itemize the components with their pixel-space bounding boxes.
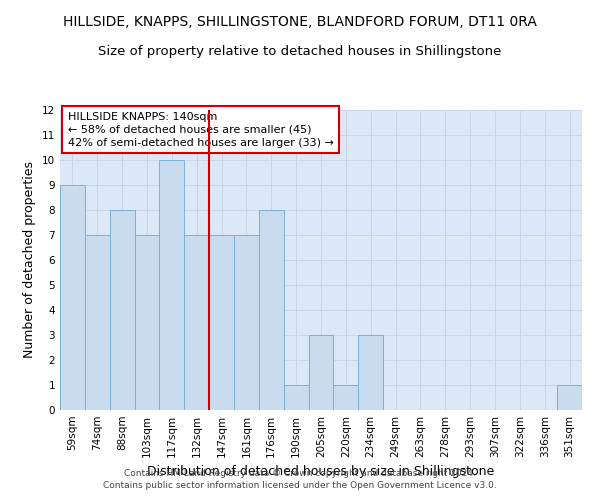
Y-axis label: Number of detached properties: Number of detached properties [23, 162, 37, 358]
Text: HILLSIDE, KNAPPS, SHILLINGSTONE, BLANDFORD FORUM, DT11 0RA: HILLSIDE, KNAPPS, SHILLINGSTONE, BLANDFO… [63, 15, 537, 29]
Bar [358, 335, 383, 410]
X-axis label: Distribution of detached houses by size in Shillingstone: Distribution of detached houses by size … [148, 466, 494, 478]
Bar [209, 235, 234, 410]
Bar [284, 385, 308, 410]
Bar [334, 385, 358, 410]
Text: Contains HM Land Registry data © Crown copyright and database right 2024.
Contai: Contains HM Land Registry data © Crown c… [103, 468, 497, 490]
Text: HILLSIDE KNAPPS: 140sqm
← 58% of detached houses are smaller (45)
42% of semi-de: HILLSIDE KNAPPS: 140sqm ← 58% of detache… [68, 112, 334, 148]
Bar [160, 160, 184, 410]
Bar [134, 235, 160, 410]
Bar [110, 210, 134, 410]
Bar [234, 235, 259, 410]
Bar [85, 235, 110, 410]
Bar [259, 210, 284, 410]
Bar [184, 235, 209, 410]
Bar [60, 185, 85, 410]
Bar [308, 335, 334, 410]
Text: Size of property relative to detached houses in Shillingstone: Size of property relative to detached ho… [98, 45, 502, 58]
Bar [557, 385, 582, 410]
